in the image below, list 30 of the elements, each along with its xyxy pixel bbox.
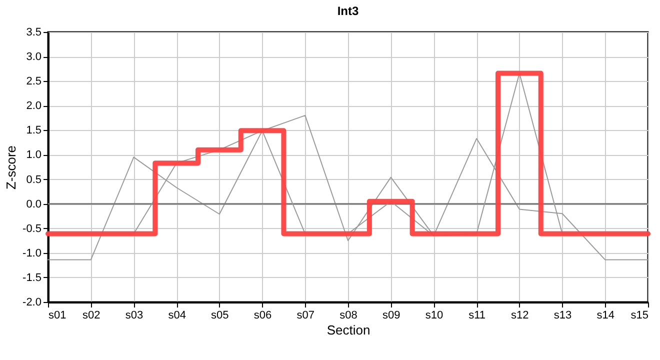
x-tick-label: s13 <box>554 310 572 322</box>
y-tick-label: 1.0 <box>26 149 42 162</box>
y-tick-label: 3.0 <box>26 51 42 64</box>
y-tick-label: 1.5 <box>26 124 42 137</box>
x-tick-label: s07 <box>296 310 315 322</box>
x-tick-label: s15 <box>630 310 648 322</box>
x-tick-label: s10 <box>425 310 444 322</box>
x-tick-label: s08 <box>340 310 358 322</box>
y-tick-label: 0.0 <box>26 198 42 210</box>
x-tick-label: s11 <box>468 310 486 322</box>
y-tick-label: -2.0 <box>22 296 42 308</box>
x-tick-label: s09 <box>382 310 400 322</box>
x-tick-label: s12 <box>511 310 529 322</box>
x-tick-label: s02 <box>82 310 100 322</box>
y-tick-label: -0.5 <box>22 222 42 235</box>
y-tick-label: 0.5 <box>26 174 42 186</box>
y-tick-label: 2.5 <box>26 76 42 88</box>
x-tick-label: s05 <box>211 310 229 322</box>
x-tick-label: s01 <box>48 310 66 322</box>
y-tick-label: -1.0 <box>22 247 42 260</box>
x-tick-label: s03 <box>125 310 144 322</box>
y-axis-title: Z-score <box>4 145 19 190</box>
x-tick-label: s06 <box>254 310 272 322</box>
y-tick-label: 3.5 <box>26 26 42 38</box>
y-tick-label: -1.5 <box>22 272 42 284</box>
chart-title: Int3 <box>337 4 359 18</box>
x-axis-title: Section <box>326 322 370 338</box>
y-tick-label: 2.0 <box>26 100 42 112</box>
x-tick-label: s14 <box>596 310 615 322</box>
x-tick-label: s04 <box>168 310 186 322</box>
